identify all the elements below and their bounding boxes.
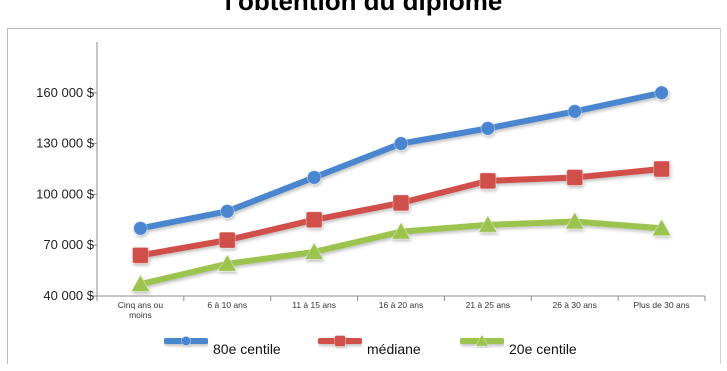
x-tick-label: Cinq ans ou moins bbox=[118, 300, 164, 320]
legend-item bbox=[459, 333, 505, 347]
y-tick-label: 100 000 $ bbox=[36, 186, 95, 201]
data-point bbox=[480, 121, 496, 136]
data-point bbox=[566, 168, 584, 186]
data-point bbox=[306, 170, 322, 185]
data-point bbox=[392, 194, 410, 212]
axes: 40 000 $ 70 000 $ 100 000 $ 130 000 $ 160 00… bbox=[36, 42, 706, 320]
data-point bbox=[218, 231, 236, 249]
x-tick-label: Plus de 30 ans bbox=[633, 300, 689, 310]
data-point bbox=[131, 246, 149, 264]
legend-marker bbox=[334, 335, 346, 347]
data-point bbox=[477, 214, 498, 233]
data-point bbox=[479, 172, 497, 190]
data-point bbox=[564, 211, 585, 230]
data-point bbox=[653, 160, 671, 178]
series-2 bbox=[131, 160, 671, 264]
series-group bbox=[130, 85, 672, 293]
legend-label: médiane bbox=[367, 341, 421, 357]
data-point bbox=[393, 136, 409, 151]
data-point bbox=[305, 211, 323, 229]
chart-title: l'obtention du diplôme bbox=[224, 0, 503, 16]
x-tick-label: 16 à 20 ans bbox=[379, 300, 423, 310]
data-point bbox=[217, 253, 238, 272]
y-tick-label: 130 000 $ bbox=[36, 136, 95, 151]
legend-marker bbox=[474, 333, 490, 347]
legend: 80e centile médiane 20e centile bbox=[163, 333, 577, 357]
data-point bbox=[304, 241, 325, 260]
x-tick-label: 26 à 30 ans bbox=[552, 300, 596, 310]
series-1 bbox=[133, 85, 669, 236]
legend-item bbox=[163, 335, 209, 347]
x-tick-label: 11 à 15 ans bbox=[292, 300, 336, 310]
y-tick-label: 40 000 $ bbox=[43, 288, 94, 303]
x-tick-label: 21 à 25 ans bbox=[466, 300, 510, 310]
legend-label: 80e centile bbox=[213, 341, 281, 357]
data-point bbox=[651, 218, 672, 237]
legend-item bbox=[317, 335, 363, 347]
data-point bbox=[133, 220, 148, 236]
legend-label: 20e centile bbox=[509, 341, 577, 357]
data-point bbox=[654, 85, 669, 101]
y-tick-label: 160 000 $ bbox=[36, 85, 95, 100]
data-point bbox=[567, 104, 583, 119]
x-tick-label: 6 à 10 ans bbox=[207, 300, 247, 310]
data-point bbox=[130, 273, 151, 293]
series-3 bbox=[130, 211, 672, 293]
y-tick-label: 70 000 $ bbox=[43, 237, 94, 252]
data-point bbox=[219, 204, 235, 219]
legend-marker bbox=[180, 335, 192, 347]
chart-frame bbox=[7, 28, 721, 364]
data-point bbox=[390, 221, 412, 240]
